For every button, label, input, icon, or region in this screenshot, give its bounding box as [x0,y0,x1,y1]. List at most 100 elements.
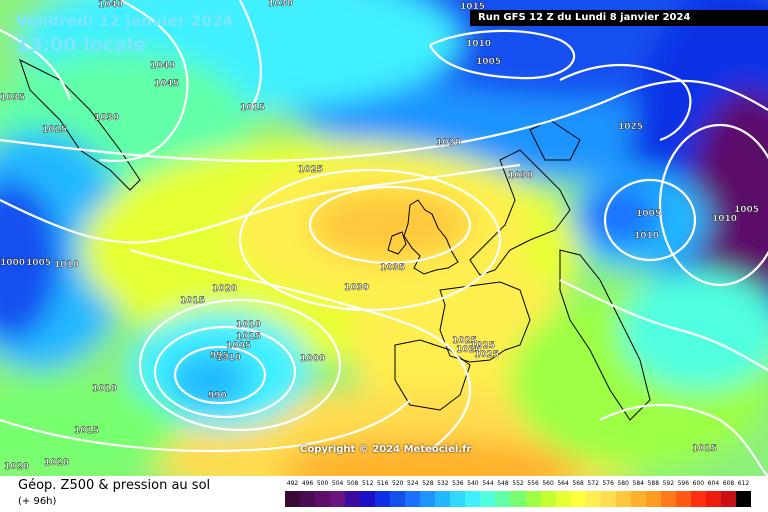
copyright-text: Copyright © 2024 Meteociel.fr [300,444,472,455]
scale-swatch [315,491,331,507]
scale-swatch [555,491,571,507]
scale-label: 608 [722,480,735,487]
scale-label: 528 [422,480,434,487]
isobar-label-group: 1040 1030 1015 1010 1005 1040 1045 1035 … [0,0,759,472]
isobar-label: 1015 [236,332,261,342]
scale-labels: 492 496 500 504 508 512 516 520 524 528 532 536 540 5… [285,480,751,490]
scale-swatch [375,491,391,507]
isobar-label: 1000 [300,354,325,364]
scale-swatch [525,491,541,507]
scale-swatch [360,491,376,507]
scale-label: 596 [677,480,690,487]
scale-label: 588 [647,480,660,487]
isobar-label: 1020 [436,138,461,148]
isobar-label: 1010 [712,214,737,224]
isobar-label: 1025 [298,165,323,175]
scale-swatches [285,491,751,507]
legend-subtitle: (+ 96h) [18,496,57,507]
pressure-map: 1040 1030 1015 1010 1005 1040 1045 1035 … [0,0,768,476]
isobar-label: 1020 [212,284,237,294]
scale-label: 508 [346,480,359,487]
scale-label: 504 [331,480,344,487]
coastlines [19,59,651,421]
scale-label: 516 [376,480,389,487]
scale-swatch [300,491,316,507]
scale-label: 520 [392,480,404,487]
scale-label: 572 [587,480,599,487]
isobar-label: 1010 [216,353,241,363]
geopotential-field [0,0,768,476]
isobar-label: 1020 [4,462,29,472]
isobars [0,0,768,476]
isobar-label: 1040 [98,0,123,10]
scale-label: 560 [542,480,554,487]
isobar-label: 1030 [508,171,533,181]
isobar-label: 1030 [344,283,369,293]
model-run-label: Run GFS 12 Z du Lundi 8 janvier 2024 [470,10,768,26]
isobar-label: 1025 [618,122,643,132]
scale-label: 584 [632,480,644,487]
isobar-label: 1000 [0,258,25,268]
scale-label: 512 [361,480,374,487]
isobar-label: 1030 [268,0,293,9]
isobar-label: 1025 [456,345,481,355]
isobar-label: 990 [208,391,227,401]
isobar-label: 1010 [54,260,79,270]
isobar-label: 1015 [74,426,99,436]
scale-swatch [630,491,646,507]
isobar-label: 1005 [226,341,251,351]
scale-swatch [690,491,706,507]
scale-swatch [390,491,406,507]
isobar-label: 1020 [44,458,69,468]
scale-label: 544 [482,480,494,487]
isobar-label: 1015 [180,296,205,306]
scale-label: 576 [602,480,614,487]
scale-swatch [285,491,301,507]
scale-swatch [495,491,511,507]
scale-swatch [615,491,631,507]
scale-label: 532 [437,480,449,487]
scale-swatch [330,491,346,507]
forecast-date: Vendredi 12 janvier 2024 [16,12,234,30]
isobar-label: 1035 [380,263,405,273]
isobar-label: 1025 [470,341,495,351]
isobar-label: 1010 [236,320,261,330]
scale-label: 552 [512,480,524,487]
scale-swatch [480,491,496,507]
scale-swatch [660,491,676,507]
scale-swatch [720,491,736,507]
scale-swatch [345,491,361,507]
scale-label: 500 [316,480,329,487]
isobar-label: 1025 [474,350,499,360]
isobar-label: 995 [210,351,229,361]
scale-swatch [735,491,751,507]
isobar-label: 1010 [466,39,491,49]
scale-swatch [675,491,691,507]
isobar-label: 1015 [692,444,717,454]
color-scale: 492 496 500 504 508 512 516 520 524 528 532 536 540 5… [285,480,751,510]
scale-label: 540 [467,480,479,487]
isobar-label: 1005 [636,209,661,219]
isobar-label: 1025 [42,125,67,135]
scale-label: 604 [707,480,720,487]
scale-swatch [600,491,616,507]
scale-label: 564 [557,480,569,487]
forecast-time: 13:00 locale [16,34,147,56]
isobar-label: 1005 [476,57,501,67]
scale-label: 524 [407,480,419,487]
scale-label: 496 [301,480,314,487]
legend-title: Géop. Z500 & pression au sol [18,478,211,493]
isobar-label: 1015 [460,2,485,12]
scale-swatch [435,491,451,507]
isobar-label: 1010 [92,384,117,394]
scale-label: 536 [452,480,464,487]
scale-swatch [450,491,466,507]
scale-label: 612 [737,480,750,487]
scale-label: 556 [527,480,539,487]
isobar-label: 1045 [154,79,179,89]
scale-label: 568 [572,480,584,487]
scale-swatch [705,491,721,507]
scale-swatch [585,491,601,507]
scale-label: 600 [692,480,705,487]
